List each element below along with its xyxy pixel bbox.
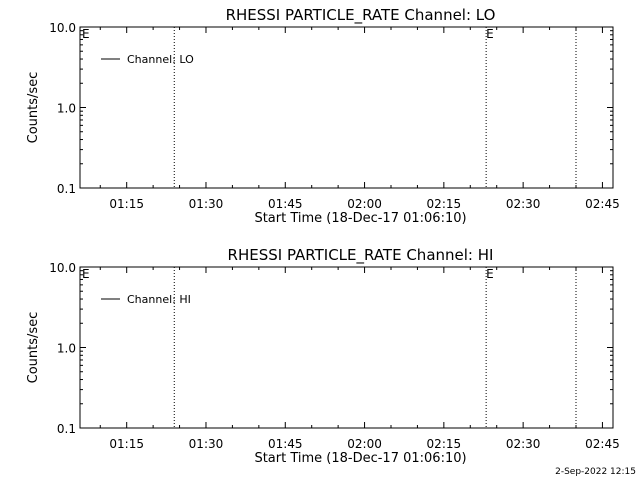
x-tick-label: 01:45	[268, 197, 303, 211]
x-axis-label: Start Time (18-Dec-17 01:06:10)	[254, 211, 466, 226]
x-tick-label: 02:45	[585, 197, 620, 211]
event-marker: E	[486, 27, 494, 41]
x-tick-label: 01:45	[268, 437, 303, 451]
y-axis-label: Counts/sec	[26, 312, 41, 384]
plot-frame	[79, 266, 614, 429]
x-tick-label: 01:15	[109, 437, 144, 451]
x-tick-label: 02:15	[427, 437, 462, 451]
x-tick-label: 01:30	[189, 197, 224, 211]
x-tick-label: 02:45	[585, 437, 620, 451]
event-marker: E	[486, 267, 494, 281]
y-tick-label: 0.1	[57, 182, 76, 196]
date-stamp: 2-Sep-2022 12:15	[555, 467, 636, 477]
y-tick-label: 10.0	[49, 261, 76, 275]
chart-title: RHESSI PARTICLE_RATE Channel: HI	[228, 246, 494, 265]
y-axis-label: Counts/sec	[26, 72, 41, 144]
plot-frame	[79, 26, 614, 189]
x-axis-label: Start Time (18-Dec-17 01:06:10)	[254, 451, 466, 466]
event-marker: E	[82, 27, 90, 41]
chart-title: RHESSI PARTICLE_RATE Channel: LO	[226, 6, 496, 25]
y-tick-label: 0.1	[57, 422, 76, 436]
x-tick-label: 02:30	[506, 437, 541, 451]
x-tick-label: 02:15	[427, 197, 462, 211]
x-tick-label: 02:30	[506, 197, 541, 211]
y-tick-label: 10.0	[49, 21, 76, 35]
x-tick-label: 01:30	[189, 437, 224, 451]
y-tick-label: 1.0	[57, 102, 76, 116]
x-tick-label: 02:00	[347, 197, 382, 211]
legend-label: Channel: HI	[127, 293, 191, 306]
x-tick-label: 01:15	[109, 197, 144, 211]
legend-label: Channel: LO	[127, 53, 194, 66]
y-tick-label: 1.0	[57, 342, 76, 356]
x-tick-label: 02:00	[347, 437, 382, 451]
event-marker: E	[82, 267, 90, 281]
